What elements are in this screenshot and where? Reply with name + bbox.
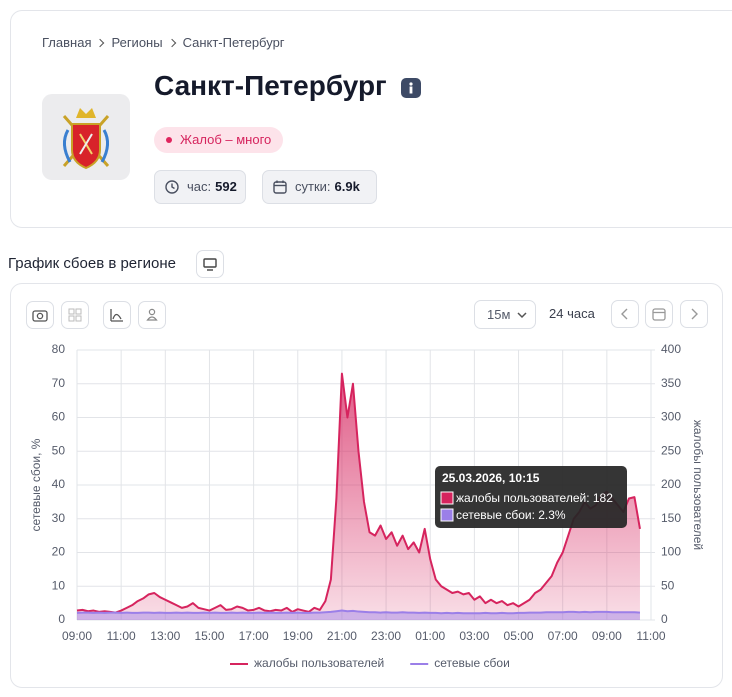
tooltip-swatch (440, 491, 454, 505)
area-icon (110, 309, 123, 322)
calendar-icon (652, 308, 666, 321)
x-tick-label: 09:00 (62, 629, 92, 643)
section-title: График сбоев в регионе (8, 255, 176, 272)
x-tick-label: 17:00 (239, 629, 269, 643)
y2-tick-label: 150 (661, 511, 681, 525)
region-title-text: Санкт-Петербург (154, 70, 387, 101)
tooltip-swatch (440, 508, 454, 522)
x-tick-label: 07:00 (548, 629, 578, 643)
region-emblem (42, 94, 130, 180)
x-tick-label: 09:00 (592, 629, 622, 643)
chevron-right (691, 308, 698, 320)
chart-mode-button[interactable] (103, 301, 131, 329)
y2-axis-label: жалобы пользователей (691, 420, 705, 550)
y-tick-label: 50 (52, 443, 66, 457)
report-button[interactable] (196, 250, 224, 278)
x-tick-label: 15:00 (194, 629, 224, 643)
region-title: Санкт-Петербург (154, 70, 421, 102)
x-tick-label: 13:00 (150, 629, 180, 643)
area-fill (77, 373, 640, 620)
y-tick-label: 0 (58, 612, 65, 626)
y2-tick-label: 0 (661, 612, 668, 626)
info-icon[interactable] (400, 77, 421, 98)
y-tick-label: 40 (52, 477, 66, 491)
y-tick-label: 80 (52, 342, 66, 356)
x-tick-label: 05:00 (504, 629, 534, 643)
stat-label: час: (187, 179, 212, 194)
legend-label: жалобы пользователей (254, 656, 384, 670)
tooltip: 25.03.2026, 10:15 жалобы пользователей: 1… (435, 466, 627, 528)
legend-label: сетевые сбои (434, 656, 510, 670)
y-tick-label: 60 (52, 410, 66, 424)
user-icon (146, 308, 158, 321)
y2-tick-label: 100 (661, 545, 681, 559)
y-tick-label: 30 (52, 511, 66, 525)
x-tick-label: 21:00 (327, 629, 357, 643)
breadcrumb-link[interactable]: Регионы (111, 35, 163, 50)
screenshot-button[interactable] (26, 301, 54, 329)
clock-icon (165, 180, 179, 194)
stat-label: сутки: (295, 179, 331, 194)
breadcrumb-current: Санкт-Петербург (182, 35, 285, 50)
prev-button[interactable] (611, 300, 639, 328)
y2-tick-label: 400 (661, 342, 681, 356)
calendar-icon (273, 180, 287, 194)
y2-tick-label: 250 (661, 443, 681, 457)
x-tick-label: 01:00 (415, 629, 445, 643)
tooltip-title: 25.03.2026, 10:15 (442, 471, 540, 485)
breadcrumbs: Главная Регионы Санкт-Петербург (42, 35, 285, 50)
interval-select[interactable]: 15м (474, 300, 536, 329)
y-tick-label: 10 (52, 578, 66, 592)
y2-tick-label: 300 (661, 410, 681, 424)
layout-button[interactable] (61, 301, 89, 329)
emblem-image (62, 108, 110, 170)
y2-tick-label: 350 (661, 376, 681, 390)
y2-tick-label: 200 (661, 477, 681, 491)
period-label[interactable]: 24 часа (549, 306, 595, 321)
breadcrumb-link[interactable]: Главная (42, 35, 92, 50)
chevron-down (517, 312, 527, 319)
calendar-button[interactable] (645, 300, 673, 328)
status-badge: Жалоб – много (154, 127, 284, 153)
stat-value: 592 (215, 179, 237, 194)
stat-day: сутки: 6.9k (262, 170, 377, 204)
y-axis-label: сетевые сбои, % (29, 438, 43, 531)
monitor-icon (203, 258, 217, 271)
series-line (76, 372, 641, 614)
stat-value: 6.9k (334, 179, 360, 194)
next-button[interactable] (680, 300, 708, 328)
camera-icon (32, 310, 48, 322)
x-tick-label: 11:00 (636, 629, 665, 643)
user-button[interactable] (138, 301, 166, 329)
x-tick-label: 03:00 (459, 629, 489, 643)
y2-tick-label: 50 (661, 578, 675, 592)
y-tick-label: 20 (52, 545, 66, 559)
x-tick-label: 19:00 (283, 629, 313, 643)
tooltip-item: жалобы пользователей: 182 (456, 491, 613, 505)
series-line (76, 609, 641, 615)
tooltip-box (435, 466, 627, 528)
y-tick-label: 70 (52, 376, 66, 390)
interval-value: 15м (487, 307, 511, 322)
chevron-left (621, 308, 628, 320)
x-tick-label: 23:00 (371, 629, 401, 643)
x-tick-label: 11:00 (107, 629, 136, 643)
stat-hour: час: 592 (154, 170, 246, 204)
grid-icon (68, 308, 82, 322)
tooltip-item: сетевые сбои: 2.3% (456, 508, 566, 522)
